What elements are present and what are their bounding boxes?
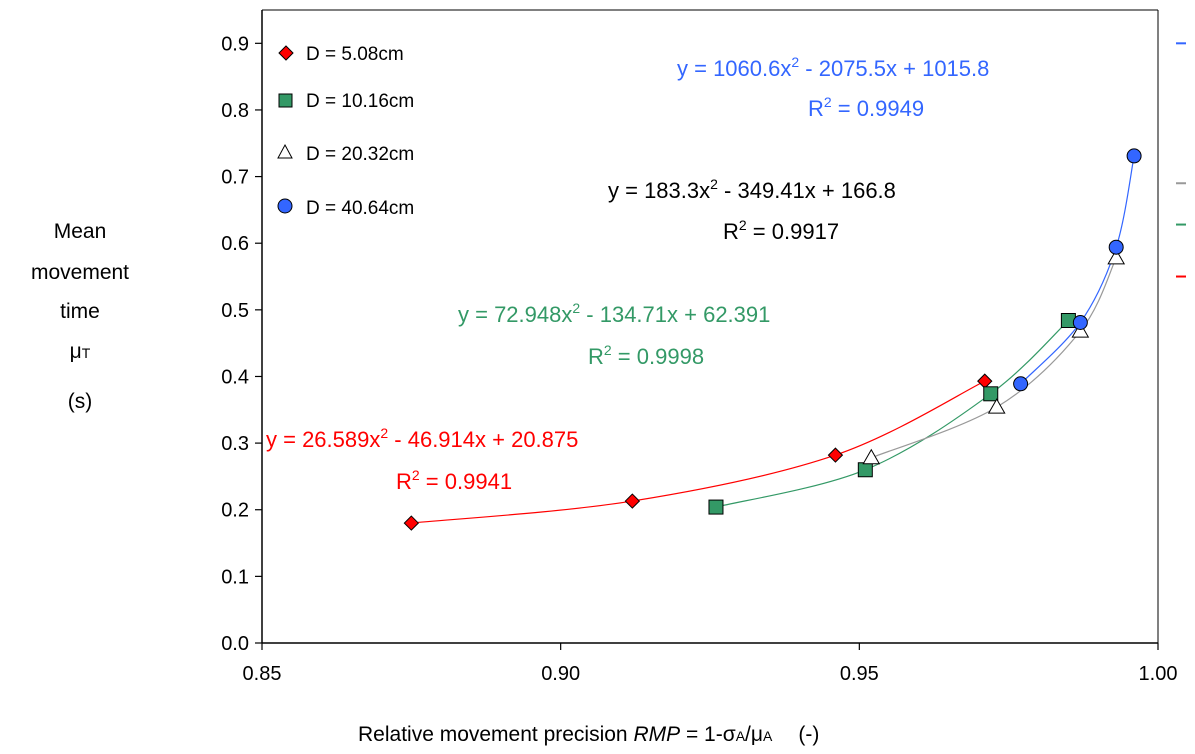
- annotation-blue: y = 1060.6x2 - 2075.5x + 1015.8 R2 = 0.9…: [677, 54, 989, 121]
- point-series3-1: [1072, 315, 1088, 331]
- y-tick-label: 0.4: [221, 366, 249, 388]
- y-axis-label: Mean movement time μT (s): [31, 220, 129, 413]
- legend-label-3: D = 40.64cm: [306, 198, 414, 219]
- ylabel-unit: (s): [68, 390, 93, 413]
- y-tick-label: 0.2: [221, 500, 249, 522]
- point-series2-1: [987, 398, 1006, 414]
- annotation-black: y = 183.3x2 - 349.41x + 166.8 R2 = 0.991…: [608, 176, 896, 244]
- ylabel-line-1: movement: [31, 261, 129, 284]
- x-tick-label: 1.00: [1139, 663, 1178, 685]
- fit-curve-3: [1020, 155, 1135, 385]
- r2-blue: R2 = 0.9949: [808, 94, 924, 121]
- y-tick-label: 0.9: [221, 33, 249, 55]
- point-series1-1: [857, 462, 873, 478]
- x-tick-label: 0.85: [243, 663, 282, 685]
- y-tick-label: 0.7: [221, 167, 249, 189]
- legend-label-2: D = 20.32cm: [306, 144, 414, 165]
- equation-blue: y = 1060.6x2 - 2075.5x + 1015.8: [677, 54, 989, 81]
- y-tick-label: 0.5: [221, 300, 249, 322]
- point-series3-2: [1108, 239, 1124, 255]
- legend-marker-triangle: [277, 143, 293, 159]
- data-points: [403, 148, 1142, 531]
- legend-marker-square: [278, 93, 293, 108]
- point-series3-0: [1013, 376, 1029, 392]
- legend: D = 5.08cm D = 10.16cm D = 20.32cm D = 4…: [277, 44, 414, 219]
- legend-label-0: D = 5.08cm: [306, 44, 404, 65]
- y-tick-label: 0.8: [221, 100, 249, 122]
- fit-curves: [411, 155, 1135, 524]
- y-ticks: 0.0 0.1 0.2 0.3 0.4 0.5 0.6 0.7 0.8 0.9: [221, 33, 262, 655]
- point-series0-0: [403, 515, 420, 531]
- legend-item-0: D = 5.08cm: [278, 44, 404, 65]
- point-series2-0: [862, 448, 881, 465]
- point-series3-3: [1126, 148, 1142, 164]
- ylabel-symbol: μT: [70, 340, 91, 363]
- x-tick-label: 0.90: [541, 663, 580, 685]
- equation-green: y = 72.948x2 - 134.71x + 62.391: [458, 300, 770, 327]
- legend-marker-circle: [277, 198, 293, 214]
- x-axis-label: Relative movement precision RMP = 1-σA/μ…: [358, 723, 819, 746]
- point-series1-2: [983, 386, 999, 402]
- point-series0-3: [977, 373, 993, 389]
- point-series1-0: [708, 499, 724, 515]
- legend-item-2: D = 20.32cm: [277, 143, 414, 165]
- ylabel-line-0: Mean: [54, 220, 107, 243]
- asymptote-marks: [1176, 42, 1186, 278]
- y-tick-label: 0.0: [221, 633, 249, 655]
- equation-black: y = 183.3x2 - 349.41x + 166.8: [608, 176, 896, 203]
- fit-curve-2: [871, 257, 1117, 459]
- point-series2-3: [1107, 248, 1126, 265]
- r2-red: R2 = 0.9941: [396, 467, 512, 494]
- r2-black: R2 = 0.9917: [723, 217, 839, 244]
- fit-curve-1: [715, 320, 1069, 508]
- ylabel-line-2: time: [60, 300, 100, 323]
- point-series0-1: [624, 493, 641, 509]
- annotation-red: y = 26.589x2 - 46.914x + 20.875 R2 = 0.9…: [266, 425, 578, 494]
- y-tick-label: 0.6: [221, 233, 249, 255]
- y-tick-label: 0.1: [221, 566, 249, 588]
- plot-frame: [261, 9, 1159, 644]
- legend-item-3: D = 40.64cm: [277, 198, 414, 219]
- y-tick-label: 0.3: [221, 433, 249, 455]
- point-series2-2: [1071, 322, 1090, 338]
- x-tick-label: 0.95: [840, 663, 879, 685]
- equation-red: y = 26.589x2 - 46.914x + 20.875: [266, 425, 578, 452]
- legend-item-1: D = 10.16cm: [278, 91, 414, 112]
- legend-label-1: D = 10.16cm: [306, 91, 414, 112]
- point-series0-2: [827, 447, 844, 463]
- legend-marker-diamond: [278, 45, 294, 61]
- x-ticks: 0.85 0.90 0.95 1.00: [243, 643, 1178, 685]
- annotation-green: y = 72.948x2 - 134.71x + 62.391 R2 = 0.9…: [458, 300, 770, 369]
- fit-curve-0: [411, 380, 986, 524]
- r2-green: R2 = 0.9998: [588, 342, 704, 369]
